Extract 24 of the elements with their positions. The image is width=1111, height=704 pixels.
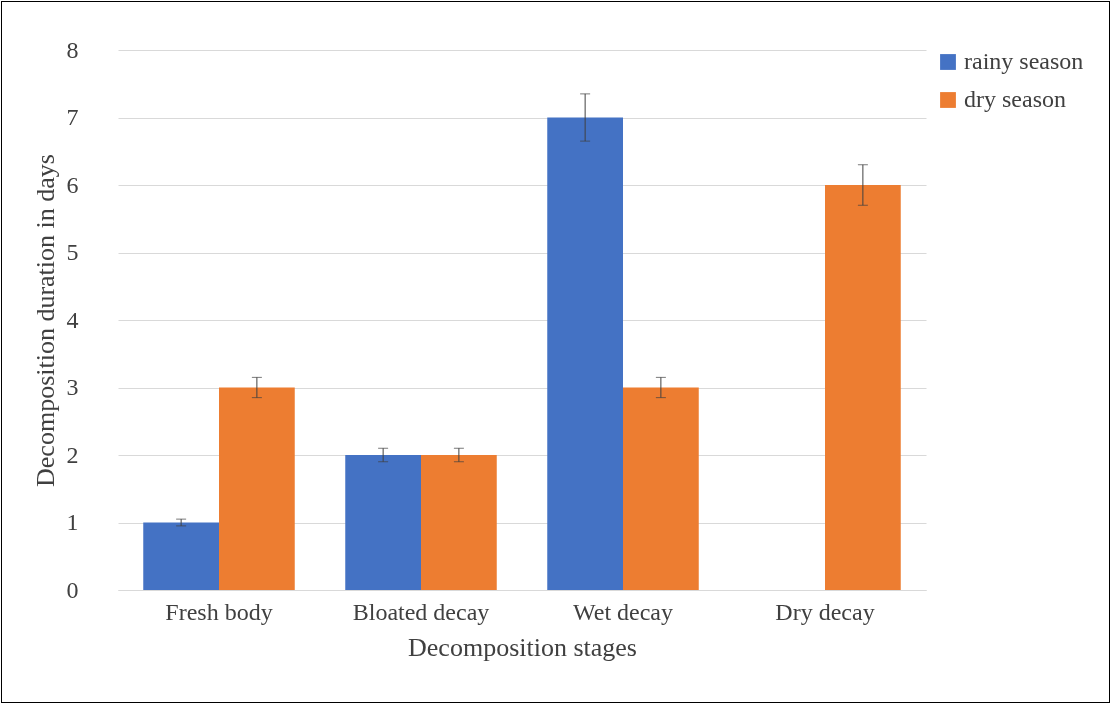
bar	[421, 455, 497, 590]
x-axis-title: Decomposition stages	[408, 632, 637, 662]
y-tick-label: 3	[66, 374, 79, 400]
y-tick-label: 2	[66, 441, 79, 468]
y-tick-label: 6	[66, 171, 79, 198]
legend-label: rainy season	[964, 48, 1084, 74]
y-tick-label: 0	[66, 576, 79, 603]
x-tick-label: Bloated decay	[352, 598, 490, 625]
y-axis-title: Decomposition duration in days	[30, 154, 60, 487]
x-tick-label: Fresh body	[165, 598, 273, 625]
legend-label: dry season	[964, 86, 1066, 112]
y-tick-label: 5	[66, 239, 79, 265]
y-tick-label: 8	[66, 36, 79, 63]
bar	[825, 185, 901, 590]
x-tick-label: Dry decay	[775, 598, 875, 625]
x-tick-label: Wet decay	[572, 598, 674, 625]
bar	[143, 522, 219, 590]
y-tick-label: 1	[66, 509, 79, 535]
y-tick-label: 4	[66, 306, 79, 333]
y-tick-label: 7	[66, 104, 79, 130]
bar	[219, 387, 295, 590]
bar	[345, 455, 421, 590]
bar	[547, 117, 623, 590]
bar	[623, 387, 699, 590]
